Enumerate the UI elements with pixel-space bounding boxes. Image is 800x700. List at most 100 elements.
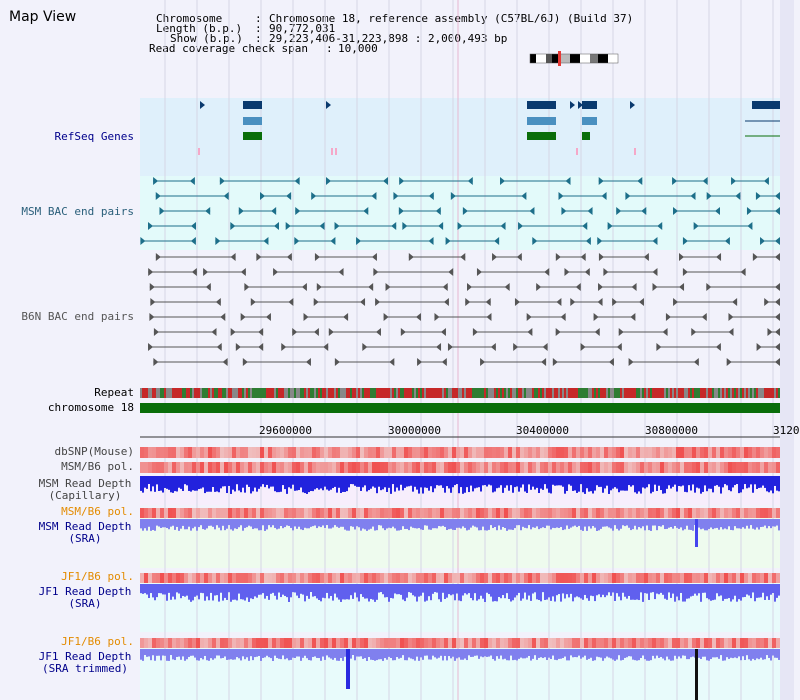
jf1-pol2-cell xyxy=(596,638,600,648)
repeat-bar xyxy=(414,388,416,398)
b6n-pair-end xyxy=(191,268,197,276)
gene-block xyxy=(582,101,597,109)
msm-capillary-depth xyxy=(452,476,454,488)
msm-capillary-depth xyxy=(178,476,180,488)
msm-pol2-cell xyxy=(492,508,496,518)
jf1-sra-depth xyxy=(506,584,508,594)
msm-pol-cell xyxy=(200,462,204,473)
msm-capillary-depth xyxy=(572,476,574,491)
msm-sra-depth xyxy=(494,519,496,527)
msm-sra-depth xyxy=(510,519,512,530)
msm-capillary-depth xyxy=(582,476,584,493)
jf1-sra-depth xyxy=(736,584,738,602)
jf1-pol2-cell xyxy=(304,638,308,648)
msm-sra-depth xyxy=(540,519,542,529)
b6n-pair-end xyxy=(764,298,770,306)
jf1-sra-depth xyxy=(438,584,440,600)
msm-pol-cell xyxy=(552,462,556,473)
msm-pol-cell xyxy=(284,462,288,473)
jf1-trim-depth xyxy=(314,649,316,657)
msm-sra-depth xyxy=(554,519,556,529)
jf1-sra-depth xyxy=(742,584,744,598)
msm-sra-depth xyxy=(234,519,236,529)
msm-pol2-cell xyxy=(408,508,412,518)
msm-capillary-depth xyxy=(336,476,338,493)
msm-sra-depth xyxy=(226,519,228,529)
msm-capillary-depth xyxy=(636,476,638,494)
jf1-sra-depth xyxy=(764,584,766,600)
msm-pair-end xyxy=(529,207,535,215)
msm-capillary-depth xyxy=(758,476,760,488)
jf1-sra-depth xyxy=(220,584,222,593)
msm-sra-depth xyxy=(606,519,608,527)
msm-capillary-depth xyxy=(746,476,748,489)
dbsnp-cell xyxy=(212,447,216,458)
jf1-trim-depth xyxy=(206,649,208,661)
repeat-bar xyxy=(328,388,330,398)
jf1-trim-depth xyxy=(466,649,468,661)
jf1-trim-depth xyxy=(194,649,196,658)
msm-pol2-cell xyxy=(156,508,160,518)
jf1-sra-depth xyxy=(586,584,588,599)
repeat-bar xyxy=(772,388,774,398)
b6n-bac-track[interactable] xyxy=(148,253,780,366)
jf1-sra-depth xyxy=(226,584,228,600)
jf1-sra-depth xyxy=(652,584,654,593)
msm-sra-depth xyxy=(618,519,620,531)
jf1-trim-depth xyxy=(412,649,414,660)
b6n-pair-end xyxy=(740,268,746,276)
msm-sra-depth xyxy=(282,519,284,529)
b6n-pair-end xyxy=(593,313,599,321)
jf1-pol-cell xyxy=(188,573,192,583)
msm-capillary-depth xyxy=(584,476,586,494)
msm-sra-depth xyxy=(586,519,588,531)
repeat-bar xyxy=(634,388,636,398)
repeat-bar xyxy=(568,388,570,398)
msm-sra-depth xyxy=(274,519,276,528)
msm-capillary-depth xyxy=(682,476,684,486)
jf1-sra-depth xyxy=(646,584,648,594)
jf1-trim-depth xyxy=(544,649,546,658)
msm-pol-cell xyxy=(448,462,452,473)
b6n-pair-end xyxy=(691,328,697,336)
jf1-trim-depth xyxy=(566,649,568,661)
b6n-pair-end xyxy=(756,343,762,351)
jf1-pol2-cell xyxy=(508,638,512,648)
msm-pair-end xyxy=(294,177,300,185)
jf1-trim-depth xyxy=(670,649,672,661)
msm-pol2-cell xyxy=(148,508,152,518)
chromosome-ideogram[interactable] xyxy=(529,51,619,66)
jf1-sra-depth xyxy=(552,584,554,597)
b6n-pair-end xyxy=(288,298,294,306)
dbsnp-cell xyxy=(604,447,608,458)
refseq-genes-track[interactable] xyxy=(198,101,780,155)
jf1-sra-depth xyxy=(232,584,234,600)
msm-pol-cell xyxy=(216,462,220,473)
jf1-trim-depth xyxy=(724,649,726,661)
msm-pair-end xyxy=(271,207,277,215)
jf1-pol-cell xyxy=(192,573,196,583)
jf1-sra-depth xyxy=(366,584,368,599)
jf1-trim-depth xyxy=(178,649,180,657)
jf1-pol2-cell xyxy=(548,638,552,648)
dbsnp-cell xyxy=(236,447,240,458)
jf1-pol-cell xyxy=(148,573,152,583)
msm-pol2-cell xyxy=(664,508,668,518)
msm-pol2-cell xyxy=(624,508,628,518)
jf1-sra-depth xyxy=(478,584,480,600)
gene-block xyxy=(243,117,262,125)
jf1-trim-depth xyxy=(540,649,542,658)
jf1-trim-depth xyxy=(344,649,346,657)
jf1-sra-depth xyxy=(216,584,218,596)
jf1-trim-depth xyxy=(196,649,198,661)
repeat-bar xyxy=(370,388,372,398)
jf1-pol-cell xyxy=(316,573,320,583)
msm-pol2-cell xyxy=(424,508,428,518)
msm-bac-track[interactable] xyxy=(140,177,780,245)
repeat-bar xyxy=(406,388,408,398)
msm-pol-cell xyxy=(464,462,468,473)
repeat-bar xyxy=(506,388,508,398)
gene-block xyxy=(243,101,262,109)
b6n-pair-end xyxy=(544,268,550,276)
